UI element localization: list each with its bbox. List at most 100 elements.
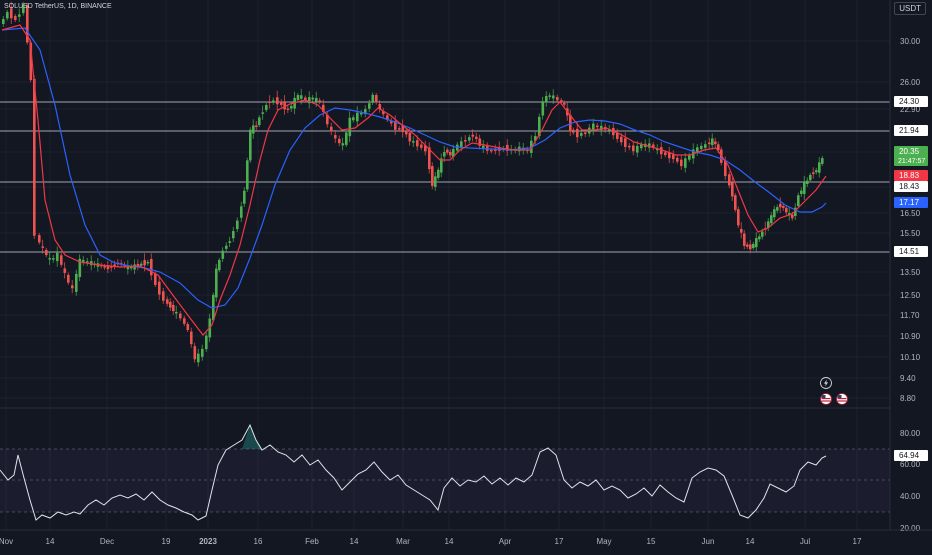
candle-body — [632, 145, 635, 152]
price-label-line: 21.94 — [894, 125, 928, 136]
price-label-text: 14.51 — [899, 247, 920, 256]
candle-body — [475, 136, 478, 139]
us-flag-icon[interactable] — [820, 393, 832, 405]
candle-body — [809, 174, 812, 181]
candle-body — [821, 158, 824, 164]
candle-body — [201, 348, 204, 357]
candle-body — [390, 121, 393, 124]
candle-body — [490, 149, 493, 152]
candle-body — [268, 101, 272, 103]
candle-body — [648, 143, 651, 148]
price-scale[interactable]: 30.0026.0022.9020.2518.4316.5015.5013.50… — [900, 37, 921, 403]
candle-body — [734, 195, 737, 210]
candle-body — [45, 249, 48, 256]
candle-body — [218, 259, 221, 271]
time-label: May — [596, 537, 611, 546]
time-label: 14 — [46, 537, 55, 546]
candle-body — [468, 137, 471, 141]
time-axis[interactable]: Nov 14 Dec 19 2023 16 Feb 14 Mar 14 Apr 17 May 15 Jun 1… — [0, 537, 862, 546]
candle-body — [464, 140, 467, 142]
candle-body — [318, 100, 322, 102]
time-label: Dec — [100, 537, 114, 546]
candle-body — [434, 176, 437, 187]
candle-body — [154, 273, 157, 285]
candle-body — [179, 313, 182, 319]
candle-body — [420, 144, 423, 148]
symbol-title[interactable]: SOLUSD TetherUS, 1D, BINANCE — [4, 3, 112, 10]
candle-body — [158, 281, 161, 295]
candle-body — [296, 95, 300, 100]
time-label: 16 — [254, 537, 263, 546]
candle-body — [446, 149, 449, 153]
candle-body — [315, 97, 318, 102]
horizontal-lines[interactable] — [0, 101, 890, 253]
candle-body — [63, 268, 67, 273]
candle-body — [33, 78, 36, 236]
candle-body — [779, 203, 782, 208]
candle-body — [572, 129, 575, 133]
rsi-tick: 40.00 — [900, 492, 921, 501]
candle-body — [143, 260, 146, 266]
candle-body — [680, 159, 683, 167]
candle-body — [478, 138, 482, 146]
candle-body — [162, 291, 165, 301]
candle-body — [103, 266, 106, 268]
price-tick: 30.00 — [900, 37, 921, 46]
candle-body — [322, 104, 325, 112]
candle-body — [113, 264, 116, 266]
candle-body — [449, 151, 452, 156]
price-label-ma-slow: 17.17 — [894, 197, 928, 208]
candle-body — [770, 215, 773, 224]
candle-body — [67, 274, 70, 283]
time-label: Nov — [0, 537, 13, 546]
time-label: Mar — [396, 537, 410, 546]
candle-body — [60, 255, 63, 265]
candle-body — [22, 4, 25, 14]
candle-body — [791, 214, 794, 219]
candle-body — [41, 246, 45, 248]
candle-body — [740, 228, 743, 233]
candle-body — [482, 145, 485, 148]
candle-body — [696, 147, 699, 153]
candle-body — [364, 109, 367, 114]
candle-body — [652, 144, 655, 148]
candle-body — [243, 190, 246, 204]
lightning-icon[interactable] — [820, 377, 832, 389]
candle-body — [18, 14, 21, 17]
candle-body — [743, 233, 746, 246]
time-label: 2023 — [199, 537, 217, 546]
candle-body — [704, 144, 707, 148]
candle-body — [676, 157, 679, 162]
candle-body — [711, 138, 714, 146]
candle-body — [592, 123, 595, 131]
price-tick: 9.40 — [900, 374, 916, 383]
price-tick: 10.10 — [900, 353, 921, 362]
candle-body — [106, 265, 110, 270]
candle-body — [506, 144, 509, 151]
candle-body — [534, 136, 537, 141]
candle-body — [190, 331, 193, 345]
candle-body — [782, 206, 785, 208]
candle-body — [38, 235, 41, 243]
price-label-text: 24.30 — [899, 97, 920, 106]
time-label: 14 — [746, 537, 755, 546]
rsi-scale[interactable]: 80.00 60.00 40.00 20.00 — [900, 429, 921, 533]
candle-body — [228, 241, 232, 243]
rsi-line — [0, 423, 827, 521]
currency-button[interactable]: USDT — [894, 2, 926, 15]
candle-body — [140, 263, 143, 266]
candle-body — [460, 141, 463, 148]
candle-body — [110, 266, 113, 268]
candle-body — [548, 95, 552, 97]
candle-body — [815, 170, 818, 173]
candle-body — [82, 259, 85, 262]
candle-body — [249, 129, 252, 161]
candles — [2, 1, 824, 367]
us-flag-icon[interactable] — [836, 393, 848, 405]
candle-body — [545, 96, 548, 103]
candle-body — [261, 112, 265, 114]
candle-body — [714, 141, 717, 145]
candle-body — [56, 252, 59, 262]
